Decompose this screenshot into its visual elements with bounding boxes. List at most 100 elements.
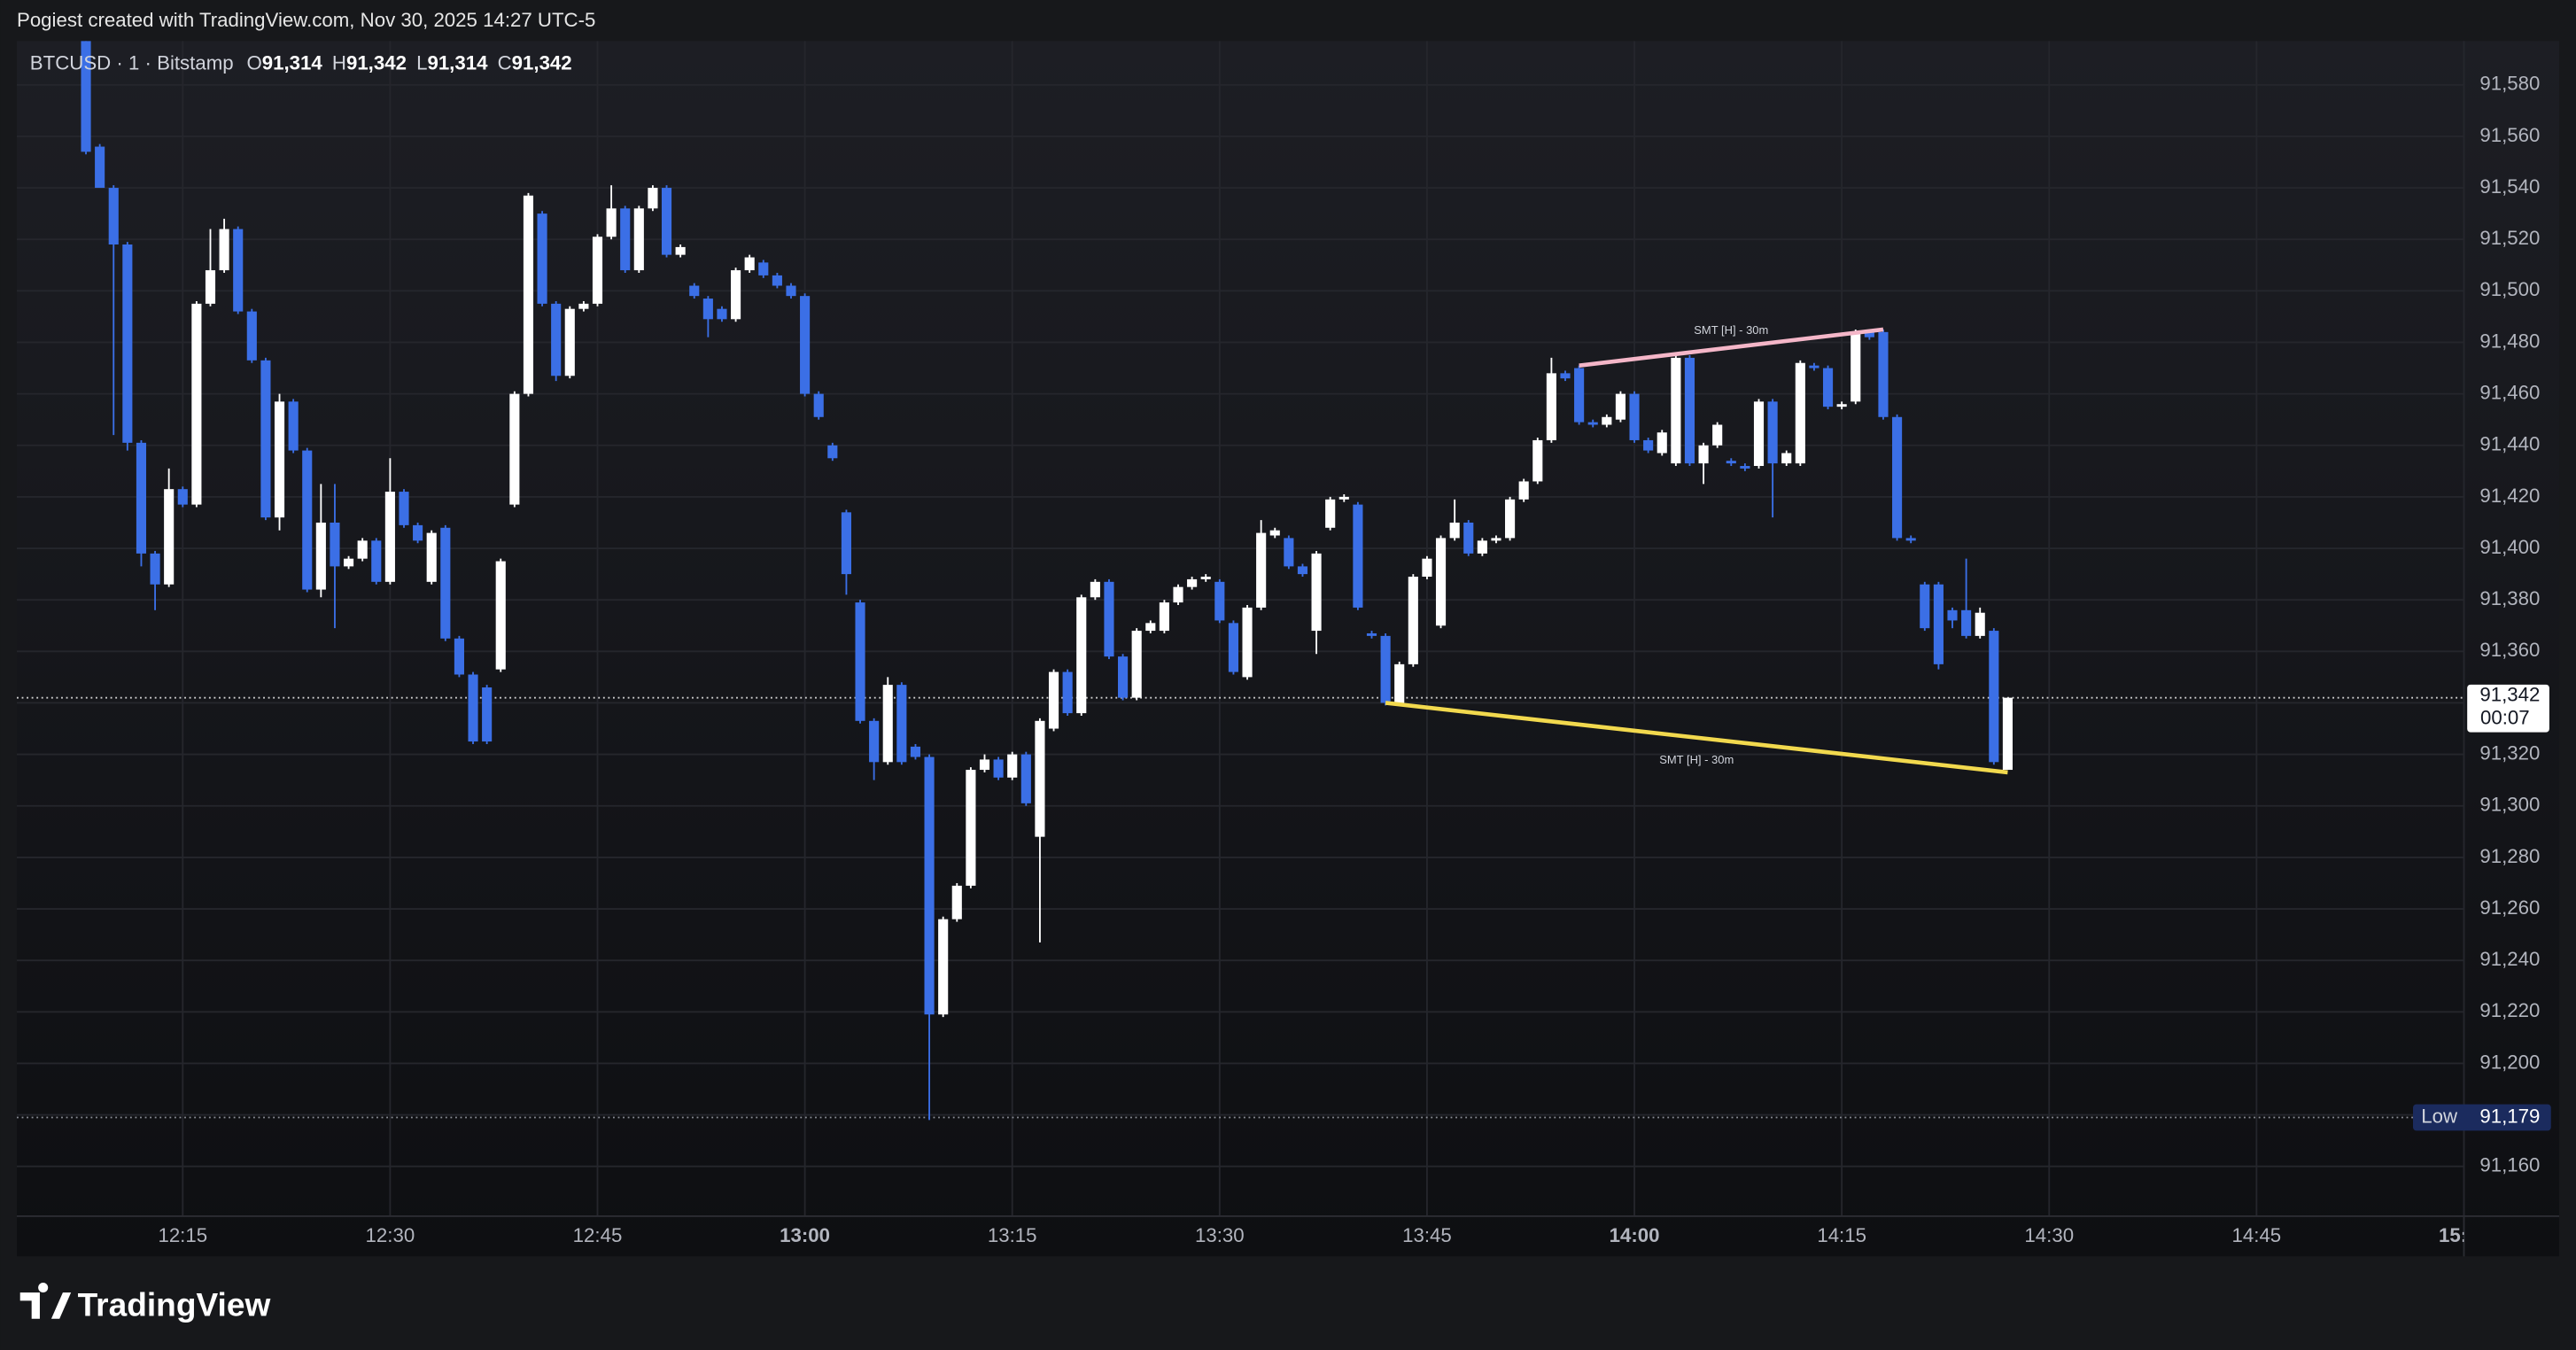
candle-body bbox=[1020, 754, 1031, 803]
candle-body bbox=[1933, 584, 1944, 664]
candle-body bbox=[274, 401, 285, 518]
brand: TradingView bbox=[19, 1282, 271, 1323]
candle-body bbox=[315, 522, 326, 590]
candle-body bbox=[357, 540, 368, 559]
candle-body bbox=[1518, 481, 1529, 500]
y-tick-label: 91,280 bbox=[2479, 845, 2540, 867]
candle-body bbox=[1035, 720, 1045, 837]
candle-body bbox=[246, 311, 257, 361]
candle-body bbox=[509, 393, 520, 505]
candle-body bbox=[1131, 631, 1142, 698]
candle-body bbox=[1740, 466, 1750, 469]
candle-body bbox=[1822, 368, 1834, 407]
candle-body bbox=[1048, 671, 1059, 729]
candle-body bbox=[979, 759, 990, 771]
smt-label: SMT [H] - 30m bbox=[1659, 753, 1734, 766]
candle-body bbox=[191, 303, 202, 505]
candle-body bbox=[717, 308, 727, 320]
brand-name: TradingView bbox=[78, 1286, 271, 1323]
candle-body bbox=[1795, 362, 1805, 464]
candle-body bbox=[648, 188, 658, 209]
candle-body bbox=[1587, 422, 1598, 425]
candle-body bbox=[330, 522, 340, 567]
caption: Pogiest created with TradingView.com, No… bbox=[17, 9, 595, 31]
candle-body bbox=[1753, 401, 1765, 467]
y-tick-label: 91,300 bbox=[2479, 794, 2540, 816]
x-tick-label: 12:30 bbox=[366, 1224, 415, 1246]
candle-body bbox=[1477, 540, 1487, 554]
candle-body bbox=[1187, 578, 1198, 587]
candle-body bbox=[1173, 586, 1183, 603]
time-axis: 12:15 12:30 12:45 13:00 13:15 13:30 13:45 14:00… bbox=[158, 1224, 2489, 1246]
candle-body bbox=[1463, 522, 1474, 554]
candle-body bbox=[81, 41, 91, 152]
x-tick-label: 13:30 bbox=[1195, 1224, 1245, 1246]
candle-body bbox=[1104, 581, 1114, 657]
ohlc-key: C bbox=[498, 51, 512, 74]
ohlc-value: 91,314 bbox=[427, 51, 488, 74]
candle-body bbox=[1975, 612, 1985, 636]
candle-body bbox=[1338, 496, 1349, 500]
candle-body bbox=[1546, 373, 1556, 440]
current-price-label: 91,342 bbox=[2479, 684, 2540, 706]
candle-body bbox=[468, 674, 478, 742]
ohlc-value: 91,314 bbox=[262, 51, 323, 74]
candle-body bbox=[1214, 581, 1225, 621]
candle-body bbox=[1947, 609, 1958, 621]
candle-body bbox=[1684, 357, 1695, 464]
y-tick-label: 91,560 bbox=[2479, 124, 2540, 146]
candle-body bbox=[1284, 538, 1294, 567]
x-tick-label: 14:15 bbox=[1817, 1224, 1866, 1246]
candle-body bbox=[564, 308, 575, 376]
candle-body bbox=[1726, 461, 1736, 464]
symbol-legend: BTCUSD · 1 · Bitstamp O91,314 H91,342 L91,3… bbox=[30, 51, 572, 74]
smt-line bbox=[1385, 701, 2008, 775]
candle-body bbox=[1851, 331, 1861, 402]
candle-body bbox=[205, 270, 216, 304]
candle-body bbox=[1353, 504, 1363, 608]
candle-body bbox=[426, 532, 437, 582]
y-tick-label: 91,380 bbox=[2479, 587, 2540, 609]
x-tick-label: 12:45 bbox=[573, 1224, 623, 1246]
low-box bbox=[2413, 1104, 2551, 1131]
candle-body bbox=[951, 885, 962, 919]
candle-body bbox=[1961, 609, 1972, 636]
current-price-box bbox=[2467, 684, 2549, 733]
y-tick-label: 91,480 bbox=[2479, 330, 2540, 352]
candle-body bbox=[993, 759, 1004, 778]
y-tick-label: 91,360 bbox=[2479, 639, 2540, 661]
candle-body bbox=[1643, 439, 1654, 451]
x-tick-label: 14:00 bbox=[1610, 1224, 1660, 1246]
y-tick-label: 91,440 bbox=[2479, 433, 2540, 455]
smt-label: SMT [H] - 30m bbox=[1694, 323, 1768, 337]
candle-body bbox=[1062, 671, 1073, 714]
y-tick-label: 91,420 bbox=[2479, 485, 2540, 507]
candle-body bbox=[702, 299, 713, 320]
candle-body bbox=[1905, 538, 1916, 541]
y-tick-label: 91,580 bbox=[2479, 73, 2540, 95]
candle-body bbox=[744, 257, 755, 271]
symbol: BTCUSD · 1 · Bitstamp bbox=[30, 51, 234, 74]
candle-body bbox=[413, 524, 423, 541]
y-tick-label: 91,220 bbox=[2479, 999, 2540, 1021]
plot: SMT [H] - 30m SMT [H] - 30m bbox=[16, 41, 2464, 1121]
candle-body bbox=[1449, 522, 1460, 539]
y-tick-label: 91,160 bbox=[2479, 1154, 2540, 1176]
candle-body bbox=[1491, 538, 1501, 541]
x-tick-label: 15:00 bbox=[2439, 1224, 2489, 1246]
candle-body bbox=[1408, 577, 1418, 664]
candle-body bbox=[1809, 365, 1819, 369]
candle-body bbox=[108, 188, 119, 245]
candle-body bbox=[827, 445, 838, 459]
y-tick-label: 91,400 bbox=[2479, 536, 2540, 558]
candle-body bbox=[1989, 631, 1999, 763]
low-label: Low bbox=[2421, 1105, 2458, 1127]
candle-body bbox=[122, 244, 133, 443]
candle-body bbox=[1657, 432, 1667, 454]
price-axis: 91,16091,18091,20091,22091,24091,26091,2… bbox=[2479, 73, 2540, 1176]
x-tick-label: 12:15 bbox=[158, 1224, 207, 1246]
candle-body bbox=[150, 553, 160, 585]
candle-body bbox=[1145, 623, 1156, 632]
candle-body bbox=[661, 188, 672, 255]
